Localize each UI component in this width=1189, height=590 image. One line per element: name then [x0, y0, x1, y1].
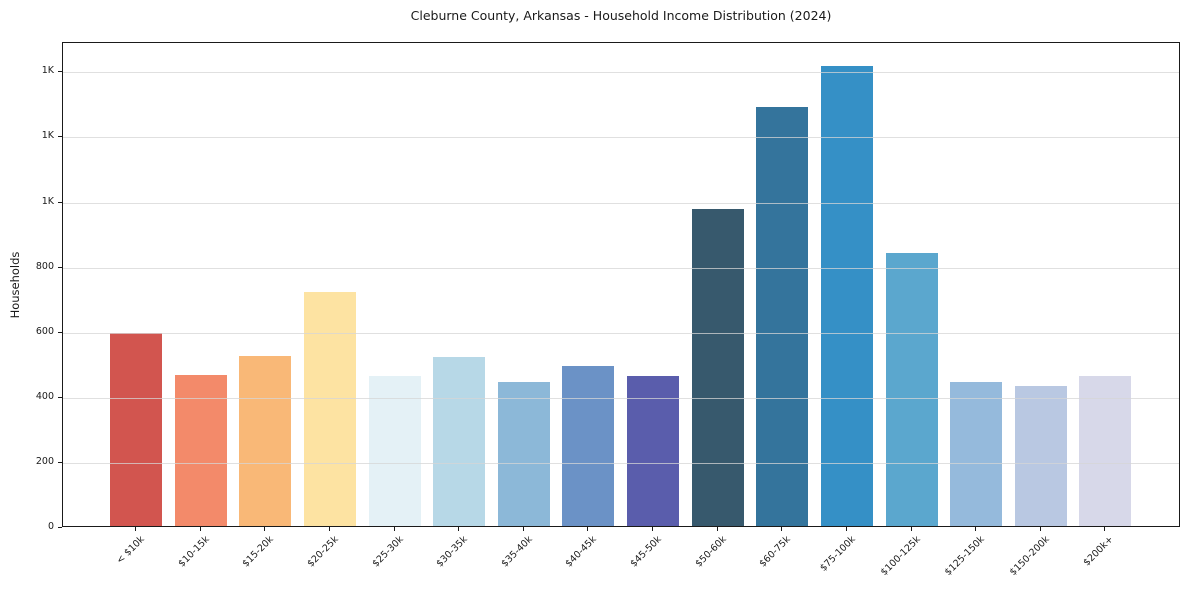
x-tick-label: < $10k [114, 534, 147, 567]
x-tick-label: $60-75k [757, 534, 794, 570]
plot-area [62, 42, 1180, 527]
y-tick-mark [58, 331, 62, 333]
x-tick-label: $50-60k [692, 534, 729, 570]
bar-$25-30k [368, 375, 421, 526]
x-tick-label: $10-15k [175, 534, 212, 570]
bar-$60-75k [756, 107, 809, 526]
bar-$50-60k [691, 208, 744, 526]
x-tick-mark [199, 527, 201, 531]
y-tick-mark [58, 136, 62, 138]
chart-title: Cleburne County, Arkansas - Household In… [410, 8, 832, 23]
bar-$10-15k [174, 375, 227, 526]
y-tick-mark [58, 527, 62, 528]
x-tick-mark [264, 527, 266, 531]
y-tick-mark [58, 396, 62, 398]
x-tick-mark [522, 527, 524, 531]
bar-$75-100k [820, 66, 873, 526]
gridline [63, 462, 1179, 464]
gridline [63, 72, 1179, 74]
x-tick-mark [458, 527, 460, 531]
y-tick-label: 1K [41, 65, 54, 77]
y-tick-label: 1K [41, 130, 54, 142]
bar-$200k+ [1079, 375, 1132, 526]
x-tick-label: $30-35k [434, 534, 470, 570]
x-tick-mark [1039, 527, 1041, 531]
y-tick-mark [58, 201, 62, 203]
x-tick-mark [716, 527, 718, 531]
y-tick-label: 200 [35, 455, 54, 467]
x-tick-mark [910, 527, 912, 531]
x-tick-mark [393, 527, 395, 531]
x-tick-mark [845, 527, 847, 531]
bar-$35-40k [497, 381, 550, 526]
y-tick-label: 1K [41, 195, 54, 207]
x-tick-label: $45-50k [628, 534, 664, 570]
bar-$15-20k [239, 355, 292, 526]
bar-$45-50k [627, 375, 679, 526]
y-tick-mark [58, 266, 62, 268]
x-tick-mark [135, 527, 136, 531]
x-tick-label: $35-40k [499, 534, 535, 570]
gridline [63, 267, 1179, 269]
gridline [63, 397, 1179, 399]
x-tick-mark [975, 527, 977, 531]
gridline [63, 332, 1179, 334]
x-tick-label: $150-200k [1007, 534, 1052, 579]
y-tick-label: 600 [35, 325, 54, 337]
x-tick-label: $200k+ [1081, 534, 1117, 569]
x-tick-mark [652, 527, 653, 531]
x-tick-mark [1104, 527, 1106, 531]
bar-$40-45k [562, 365, 615, 526]
y-tick-mark [58, 461, 62, 463]
y-tick-label: 800 [35, 260, 54, 272]
x-tick-label: $20-25k [305, 534, 341, 570]
bar-$100-125k [885, 253, 938, 526]
bar-$30-35k [433, 356, 486, 526]
x-tick-label: $25-30k [369, 534, 406, 570]
x-tick-label: $75-100k [817, 534, 858, 574]
x-tick-mark [328, 527, 330, 531]
x-tick-label: $100-125k [878, 534, 923, 579]
bar-$150-200k [1014, 386, 1067, 526]
x-tick-mark [587, 527, 589, 531]
x-tick-label: $15-20k [240, 534, 277, 570]
gridline [63, 202, 1179, 204]
y-tick-label: 400 [35, 390, 54, 402]
x-tick-mark [781, 527, 783, 531]
bar-$20-25k [303, 292, 356, 526]
bar-$125-150k [950, 382, 1003, 526]
gridline [63, 137, 1179, 139]
x-tick-label: $40-45k [563, 534, 600, 570]
x-tick-label: $125-150k [942, 534, 987, 579]
y-tick-mark [58, 71, 62, 73]
y-tick-label: 0 [47, 521, 54, 532]
bar-< $10k [110, 333, 162, 526]
